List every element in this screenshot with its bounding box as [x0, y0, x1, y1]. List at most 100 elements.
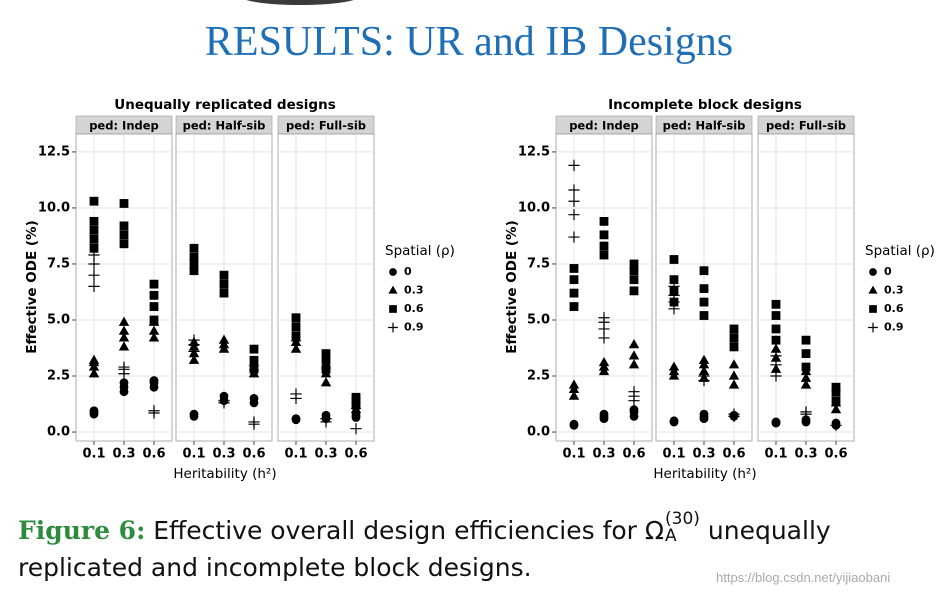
point [699, 266, 709, 276]
point [668, 280, 680, 292]
point [729, 342, 739, 352]
point [801, 415, 811, 425]
caption-text: Effective overall design efficiencies fo… [153, 516, 637, 545]
point [669, 416, 679, 426]
point [119, 378, 129, 388]
point [728, 408, 740, 420]
point [148, 405, 160, 417]
point [149, 315, 159, 325]
x-axis-title: Heritability (h²) [173, 466, 276, 482]
point [771, 324, 781, 334]
point [290, 388, 302, 400]
x-tick-label: 0.6 [242, 447, 265, 462]
point [629, 275, 639, 285]
point [728, 359, 740, 369]
point [869, 268, 877, 276]
point [830, 404, 842, 414]
point [629, 259, 639, 269]
point [118, 325, 130, 335]
point [699, 409, 709, 419]
point [569, 302, 579, 311]
point [568, 159, 580, 171]
point [149, 290, 159, 300]
point [568, 209, 580, 221]
point [218, 395, 230, 407]
y-tick-label: 12.5 [518, 144, 550, 159]
legend-label: 0 [884, 265, 892, 278]
point [801, 349, 811, 359]
point [831, 382, 841, 392]
y-tick-label: 2.5 [47, 369, 70, 384]
legend-label: 0.6 [884, 302, 904, 315]
point [389, 305, 397, 313]
point [321, 364, 331, 374]
point [291, 322, 301, 332]
strip-label: ped: Indep [569, 119, 639, 133]
x-tick-label: 0.1 [284, 447, 307, 462]
point [868, 322, 878, 333]
point [118, 316, 130, 326]
legend-label: 0 [404, 265, 412, 278]
point [599, 230, 609, 240]
caption-line: replicated and incomplete block designs. [18, 553, 532, 582]
point [569, 275, 579, 285]
point [188, 354, 200, 364]
y-tick-label: 7.5 [527, 256, 550, 271]
legend-label: 0.9 [404, 321, 424, 334]
point [351, 400, 361, 410]
point [628, 339, 640, 349]
point [771, 417, 781, 427]
point [668, 361, 680, 371]
point [388, 322, 398, 333]
point [698, 370, 710, 382]
slide-title: RESULTS: UR and IB Designs [204, 19, 734, 65]
point [800, 406, 812, 418]
point [569, 288, 579, 298]
point [88, 269, 100, 281]
point [290, 343, 302, 353]
point [771, 335, 781, 345]
point [569, 419, 579, 429]
point [249, 355, 259, 365]
x-tick-label: 0.1 [182, 447, 205, 462]
legend-label: 0.6 [404, 302, 424, 315]
point [89, 225, 99, 235]
point [568, 231, 580, 243]
x-tick-label: 0.6 [622, 447, 645, 462]
x-tick-label: 0.3 [592, 447, 615, 462]
strip-label: ped: Half-sib [183, 119, 266, 133]
point [188, 334, 200, 346]
y-tick-label: 5.0 [47, 312, 70, 327]
strip-label: ped: Half-sib [663, 119, 746, 133]
point [291, 414, 301, 423]
point [118, 332, 130, 342]
point [800, 379, 812, 389]
point [801, 335, 811, 345]
point [699, 284, 709, 294]
point [88, 368, 100, 378]
point [598, 356, 610, 367]
point [89, 243, 99, 253]
x-tick-label: 0.6 [142, 447, 165, 462]
x-tick-label: 0.3 [314, 447, 337, 462]
point [569, 264, 579, 273]
point [88, 249, 100, 261]
point [770, 343, 782, 353]
watermark: https://blog.csdn.net/yijiaobani [716, 570, 891, 585]
point [629, 286, 639, 296]
point [219, 288, 229, 298]
point [219, 279, 229, 289]
point [770, 350, 782, 362]
point [830, 419, 842, 431]
charts: Unequally replicated designs ped: Indep 0.… [24, 0, 935, 482]
point [89, 406, 99, 416]
point [868, 285, 878, 294]
point [89, 216, 99, 226]
point [351, 392, 361, 402]
point [669, 275, 679, 285]
point [831, 396, 841, 406]
x-axis-title: Heritability (h²) [653, 466, 756, 482]
point [599, 250, 609, 260]
strip-label: ped: Full-sib [286, 119, 366, 133]
